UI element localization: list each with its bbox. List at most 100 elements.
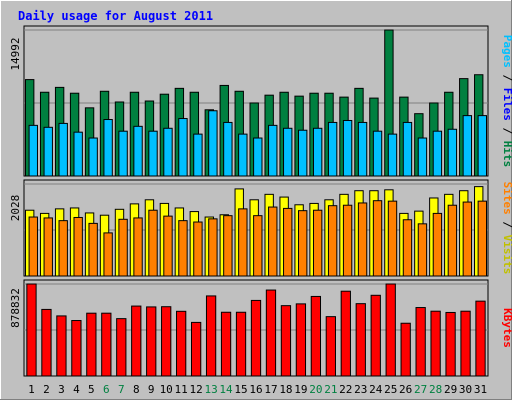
panel-kbytes: 878832 KBytes (9, 279, 512, 377)
legend-entry: Pages (501, 35, 512, 68)
bar-files-day-21 (327, 121, 338, 177)
chart-title: Daily usage for August 2011 (18, 9, 213, 23)
bar-sites-day-8 (133, 217, 143, 277)
bar-files-day-3 (58, 122, 68, 177)
bar-sites-day-1 (28, 216, 38, 277)
bar-sites-day-25 (387, 200, 398, 277)
bar-files-day-5 (88, 137, 98, 177)
x-tick-label-day-16: 16 (249, 383, 262, 396)
bar-sites-day-31 (477, 200, 487, 277)
bar-files-day-1 (28, 124, 38, 177)
legend-entry: Files (501, 88, 512, 121)
panel-legend: Sites / Visits (501, 182, 512, 275)
bar-kbytes-day-20 (310, 295, 322, 377)
x-tick-label-day-18: 18 (279, 383, 292, 396)
x-tick-label-day-15: 15 (234, 383, 247, 396)
bar-sites-day-24 (372, 200, 383, 277)
bar-kbytes-day-1 (26, 283, 37, 377)
bar-files-day-15 (238, 133, 248, 177)
x-tick-label-day-21: 21 (324, 383, 337, 396)
bar-sites-day-2 (43, 217, 53, 277)
bar-sites-day-26 (402, 219, 413, 277)
panel-hits-files: 14992 Pages / Files / Hits (9, 25, 512, 177)
x-axis-labels: 1 2 3 4 5 6 7 8 9 10 11 12 13 14 15 16 17 18 19 20 21 22 23 24 2… (28, 383, 487, 396)
y-max-label: 14992 (9, 37, 22, 70)
bar-files-day-18 (283, 127, 293, 177)
bar-files-day-20 (312, 127, 323, 177)
x-tick-label-day-27: 27 (414, 383, 427, 396)
bar-kbytes-day-3 (56, 315, 67, 377)
bar-kbytes-day-21 (325, 316, 336, 377)
x-tick-label-day-11: 11 (175, 383, 188, 396)
bar-sites-day-12 (193, 221, 203, 277)
bar-kbytes-day-7 (116, 318, 127, 377)
bar-sites-day-6 (103, 232, 113, 277)
bar-files-day-28 (432, 130, 443, 177)
x-tick-label-day-9: 9 (148, 383, 155, 396)
x-tick-label-day-8: 8 (133, 383, 140, 396)
x-tick-label-day-3: 3 (58, 383, 65, 396)
bar-sites-day-9 (148, 209, 158, 277)
legend-entry: / (501, 121, 512, 141)
bar-files-day-17 (268, 124, 278, 177)
legend-entry: Hits (501, 141, 512, 168)
bar-sites-day-16 (253, 215, 263, 277)
legend-entry: KBytes (501, 308, 512, 348)
x-tick-label-day-29: 29 (444, 383, 457, 396)
bar-kbytes-day-28 (430, 310, 441, 377)
bar-files-day-25 (387, 133, 398, 177)
bar-kbytes-day-5 (86, 312, 97, 377)
bar-files-day-6 (103, 119, 113, 177)
legend-entry: / (501, 68, 512, 88)
bar-kbytes-day-6 (101, 312, 112, 377)
legend-entry: Visits (501, 235, 512, 275)
x-tick-label-day-2: 2 (43, 383, 50, 396)
bar-sites-day-30 (462, 201, 473, 277)
bar-sites-day-18 (283, 207, 293, 277)
x-tick-label-day-13: 13 (204, 383, 217, 396)
bar-kbytes-day-12 (190, 321, 202, 377)
bar-kbytes-day-25 (385, 283, 396, 377)
bar-kbytes-day-27 (415, 307, 426, 377)
bar-kbytes-day-19 (295, 303, 307, 377)
bar-kbytes-day-22 (340, 290, 351, 377)
bar-files-day-31 (477, 115, 487, 177)
bar-sites-day-28 (432, 212, 443, 277)
x-tick-label-day-22: 22 (339, 383, 352, 396)
bar-files-day-30 (462, 115, 473, 177)
bar-kbytes-day-24 (370, 294, 381, 377)
bar-kbytes-day-15 (235, 311, 247, 377)
bar-kbytes-day-29 (445, 311, 456, 377)
bar-kbytes-day-14 (220, 311, 232, 377)
bar-files-day-4 (73, 131, 83, 177)
bar-sites-day-22 (342, 204, 353, 277)
bar-kbytes-day-17 (265, 289, 277, 377)
bar-kbytes-day-13 (205, 295, 217, 377)
bar-files-day-10 (163, 127, 173, 177)
x-tick-label-day-14: 14 (219, 383, 233, 396)
bar-sites-day-11 (178, 220, 188, 277)
bar-kbytes-day-16 (250, 299, 262, 377)
bar-sites-day-14 (223, 215, 233, 277)
bar-sites-day-17 (268, 206, 278, 277)
bar-files-day-26 (402, 121, 413, 177)
bar-files-day-27 (417, 137, 428, 177)
x-tick-label-day-6: 6 (103, 383, 110, 396)
x-tick-label-day-31: 31 (474, 383, 487, 396)
bar-kbytes-day-30 (460, 310, 471, 377)
bar-sites-day-15 (238, 208, 248, 277)
bar-files-day-7 (118, 130, 128, 177)
bar-sites-day-13 (208, 218, 218, 277)
legend-entry: / (501, 215, 512, 235)
bar-files-day-23 (357, 121, 368, 177)
x-tick-label-day-28: 28 (429, 383, 442, 396)
bar-files-day-13 (208, 110, 218, 177)
panel-legend: Pages / Files / Hits (501, 35, 512, 168)
bar-files-day-14 (223, 121, 233, 177)
bar-kbytes-day-10 (161, 306, 172, 377)
bar-sites-day-4 (73, 216, 83, 277)
bar-sites-day-3 (58, 220, 68, 277)
x-tick-label-day-12: 12 (190, 383, 203, 396)
bar-kbytes-day-2 (41, 308, 52, 377)
